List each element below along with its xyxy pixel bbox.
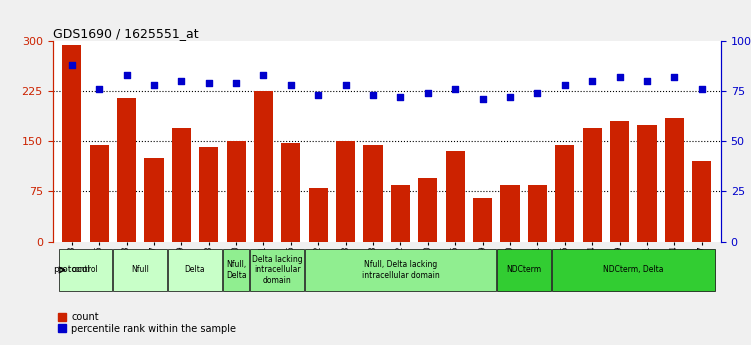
Text: Delta lacking
intracellular
domain: Delta lacking intracellular domain (252, 255, 303, 285)
Bar (445, 151, 465, 242)
Point (587, 79, 599, 84)
Bar (282, 143, 300, 241)
Bar (144, 158, 164, 242)
Bar (89, 145, 109, 242)
FancyBboxPatch shape (497, 249, 550, 291)
Bar (227, 141, 246, 242)
Point (559, 83, 571, 88)
Point (504, 95, 516, 100)
Text: GDS1690 / 1625551_at: GDS1690 / 1625551_at (53, 27, 198, 40)
Text: NDCterm: NDCterm (506, 265, 541, 275)
Text: Delta: Delta (185, 265, 205, 275)
Text: Nfull: Nfull (131, 265, 149, 275)
Bar (363, 145, 383, 242)
Bar (117, 98, 136, 241)
Text: Nfull, Delta lacking
intracellular domain: Nfull, Delta lacking intracellular domai… (361, 260, 439, 280)
Bar (473, 198, 492, 241)
Bar (254, 91, 273, 242)
Point (203, 81, 215, 86)
FancyBboxPatch shape (552, 249, 715, 291)
FancyBboxPatch shape (113, 249, 167, 291)
Point (258, 73, 270, 78)
Bar (638, 125, 656, 242)
FancyBboxPatch shape (250, 249, 304, 291)
Bar (199, 147, 219, 242)
Point (175, 79, 187, 84)
Bar (418, 178, 437, 242)
Bar (528, 185, 547, 242)
Bar (391, 185, 410, 242)
Bar (309, 188, 328, 241)
FancyBboxPatch shape (168, 249, 222, 291)
Point (93, 87, 105, 92)
Point (532, 91, 544, 96)
Bar (500, 185, 520, 242)
Point (312, 93, 324, 98)
Point (477, 97, 489, 102)
Bar (665, 118, 684, 242)
Point (285, 83, 297, 88)
Point (695, 87, 707, 92)
FancyBboxPatch shape (305, 249, 496, 291)
Point (367, 93, 379, 98)
Text: Nfull,
Delta: Nfull, Delta (226, 260, 246, 280)
Bar (555, 145, 575, 242)
Text: control: control (72, 265, 99, 275)
FancyBboxPatch shape (59, 249, 113, 291)
Point (422, 91, 434, 96)
Text: NDCterm, Delta: NDCterm, Delta (603, 265, 664, 275)
Point (394, 95, 406, 100)
Bar (172, 128, 191, 242)
Legend: count, percentile rank within the sample: count, percentile rank within the sample (57, 312, 236, 334)
Bar (583, 128, 602, 242)
Bar (610, 121, 629, 242)
Point (230, 81, 242, 86)
Bar (692, 161, 711, 242)
Point (339, 83, 351, 88)
Bar (336, 141, 355, 242)
Text: protocol: protocol (53, 265, 90, 275)
Bar (62, 45, 81, 241)
Point (614, 75, 626, 80)
Point (449, 87, 461, 92)
Point (66, 63, 78, 68)
FancyBboxPatch shape (223, 249, 249, 291)
Point (120, 73, 132, 78)
Point (641, 79, 653, 84)
Point (148, 83, 160, 88)
Point (668, 75, 680, 80)
